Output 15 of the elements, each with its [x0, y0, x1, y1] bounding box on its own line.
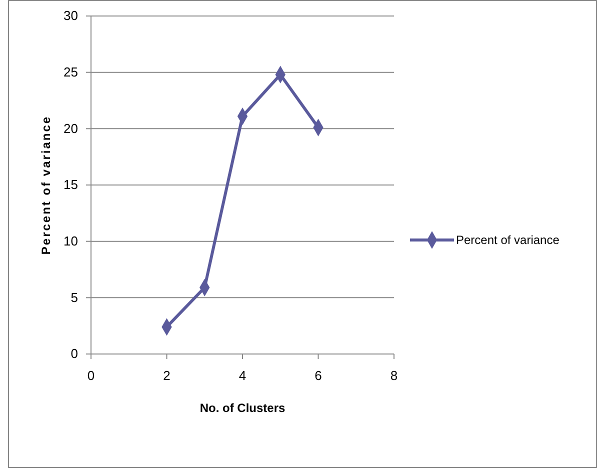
x-tick-label: 4	[238, 368, 246, 384]
x-tick-label: 8	[390, 368, 398, 384]
y-tick-label: 15	[64, 177, 78, 192]
y-tick-label: 20	[64, 120, 78, 136]
x-tick-label: 2	[163, 368, 170, 384]
y-tick-label: 30	[64, 8, 78, 24]
legend-label: Percent of variance	[456, 233, 560, 247]
x-tick-label: 0	[87, 368, 95, 384]
y-axis-title: Percent of variance	[39, 115, 53, 255]
y-tick-label: 5	[70, 290, 78, 305]
x-tick-label: 6	[314, 368, 322, 384]
y-tick-label: 25	[64, 64, 78, 80]
x-axis-title: No. of Clusters	[200, 401, 286, 415]
y-tick-label: 10	[64, 233, 78, 248]
y-tick-label: 0	[70, 346, 78, 362]
